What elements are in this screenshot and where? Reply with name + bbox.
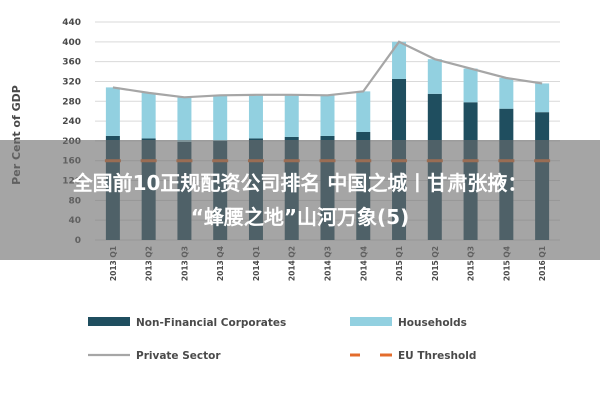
- caption-text: 全国前10正规配资公司排名 中国之城丨甘肃张掖： “蜂腰之地”山河万象(5): [10, 166, 590, 234]
- x-tick-label: 2015 Q3: [467, 246, 476, 281]
- bar-households: [320, 95, 335, 136]
- legend-label-eu-threshold: EU Threshold: [398, 350, 476, 362]
- bar-households: [284, 94, 299, 137]
- bar-households: [141, 92, 156, 139]
- x-tick-label: 2013 Q2: [145, 246, 154, 281]
- legend-label-non-financial-corporates: Non-Financial Corporates: [136, 317, 286, 329]
- y-tick-label: 360: [62, 58, 81, 68]
- legend-label-private-sector: Private Sector: [136, 350, 221, 362]
- legend: Non-Financial Corporates Households Privat…: [88, 317, 476, 362]
- x-tick-label: 2013 Q4: [216, 246, 225, 281]
- private-sector-line: [112, 40, 543, 99]
- caption-line-1: 全国前10正规配资公司排名 中国之城丨甘肃张掖：: [72, 171, 528, 195]
- bar-households: [535, 83, 550, 113]
- bar-households: [463, 68, 478, 103]
- caption-overlay: 全国前10正规配资公司排名 中国之城丨甘肃张掖： “蜂腰之地”山河万象(5): [0, 140, 600, 260]
- y-tick-label: 280: [62, 97, 81, 107]
- bar-households: [105, 87, 120, 136]
- x-tick-label: 2016 Q1: [538, 246, 547, 281]
- bar-households: [177, 97, 192, 142]
- x-tick-label: 2015 Q4: [502, 246, 511, 281]
- bar-households: [248, 94, 263, 139]
- x-tick-label: 2014 Q1: [252, 246, 261, 281]
- bar-households: [499, 77, 514, 109]
- bar-households: [427, 59, 442, 94]
- bar-households: [356, 91, 371, 132]
- x-tick-label: 2013 Q1: [109, 246, 118, 281]
- x-tick-labels: 2013 Q1 2013 Q2 2013 Q3 2013 Q4 2014 Q1 2014 …: [109, 246, 547, 281]
- bar-households: [392, 41, 407, 79]
- y-tick-label: 240: [62, 117, 81, 127]
- legend-swatch-non-financial-corporates: [88, 317, 130, 326]
- y-tick-label: 320: [62, 77, 81, 87]
- x-tick-label: 2013 Q3: [180, 246, 189, 281]
- x-tick-label: 2014 Q3: [324, 246, 333, 281]
- caption-line-2: “蜂腰之地”山河万象(5): [190, 205, 410, 229]
- legend-label-households: Households: [398, 317, 467, 329]
- legend-swatch-households: [350, 317, 392, 326]
- x-tick-label: 2014 Q4: [359, 246, 368, 281]
- x-tick-label: 2014 Q2: [288, 246, 297, 281]
- bar-households: [213, 95, 228, 141]
- y-tick-label: 440: [62, 18, 81, 28]
- x-tick-label: 2015 Q2: [431, 246, 440, 281]
- x-tick-label: 2015 Q1: [395, 246, 404, 281]
- y-tick-label: 400: [62, 38, 81, 48]
